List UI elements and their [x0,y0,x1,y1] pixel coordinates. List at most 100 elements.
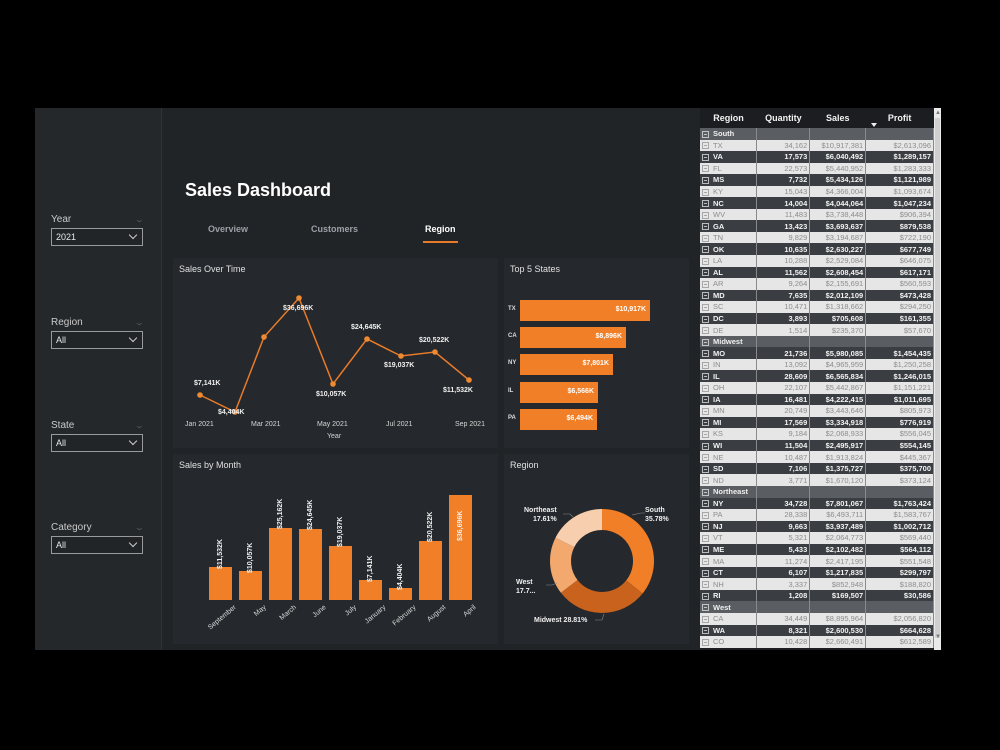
table-row[interactable]: GA 13,423 $3,693,637 $879,538 [700,220,934,232]
bar[interactable]: $7,801K [520,354,613,375]
expand-icon[interactable] [702,269,709,277]
expand-icon[interactable] [702,558,709,566]
table-row[interactable]: CO 10,428 $2,660,491 $612,589 [700,636,934,648]
table-row[interactable]: AL 11,562 $2,608,454 $617,171 [700,266,934,279]
bar[interactable]: $8,896K [520,327,626,348]
expand-icon[interactable] [702,361,709,369]
table-row[interactable]: SC 10,471 $1,318,662 $294,250 [700,301,934,313]
expand-icon[interactable] [702,581,709,589]
collapse-icon[interactable] [702,488,709,496]
table-row[interactable]: ND 3,771 $1,670,120 $373,124 [700,474,934,486]
table-row[interactable]: IL 28,609 $6,565,834 $1,246,015 [700,370,934,383]
table-row[interactable]: WA 8,321 $2,600,530 $664,628 [700,624,934,637]
table-row[interactable]: CA 34,449 $8,895,964 $2,056,820 [700,612,934,625]
collapse-chevron-icon[interactable]: ⌄ [134,317,146,327]
group-cell[interactable]: Midwest [700,335,758,348]
expand-icon[interactable] [702,303,709,311]
bar[interactable] [329,546,352,600]
category-dropdown[interactable]: All [51,536,143,554]
expand-icon[interactable] [702,188,709,196]
bar[interactable] [269,528,292,600]
table-row[interactable]: WV 11,483 $3,738,448 $906,394 [700,208,934,221]
expand-icon[interactable] [702,396,709,404]
table-row[interactable]: KS 9,184 $2,068,933 $556,045 [700,428,934,440]
expand-icon[interactable] [702,350,709,358]
expand-icon[interactable] [702,200,709,208]
expand-icon[interactable] [702,569,709,577]
expand-icon[interactable] [702,246,709,254]
region-dropdown[interactable]: All [51,331,143,349]
expand-icon[interactable] [702,477,709,485]
table-row[interactable]: MA 11,274 $2,417,195 $551,548 [700,555,934,567]
column-header-sales[interactable]: Sales [809,108,866,128]
table-row[interactable]: NJ 9,663 $3,937,489 $1,002,712 [700,520,934,533]
table-row[interactable]: FL 22,573 $5,440,952 $1,283,333 [700,162,934,175]
expand-icon[interactable] [702,627,709,635]
expand-icon[interactable] [702,384,709,392]
table-row[interactable]: LA 10,288 $2,529,084 $646,075 [700,255,934,267]
collapse-chevron-icon[interactable]: ⌄ [134,522,146,532]
group-cell[interactable]: South [700,128,758,140]
expand-icon[interactable] [702,327,709,335]
expand-icon[interactable] [702,615,709,623]
expand-icon[interactable] [702,511,709,519]
expand-icon[interactable] [702,373,709,381]
table-row[interactable]: NH 3,337 $852,948 $188,820 [700,578,934,590]
expand-icon[interactable] [702,223,709,231]
expand-icon[interactable] [702,442,709,450]
table-row[interactable]: ME 5,433 $2,102,482 $564,112 [700,543,934,556]
table-row[interactable]: NE 10,487 $1,913,824 $445,367 [700,451,934,463]
expand-icon[interactable] [702,465,709,473]
expand-icon[interactable] [702,315,709,323]
expand-icon[interactable] [702,234,709,242]
tab-customers[interactable]: Customers [311,224,359,234]
table-row[interactable]: OH 22,107 $5,442,867 $1,151,221 [700,382,934,394]
expand-icon[interactable] [702,431,709,438]
expand-icon[interactable] [702,257,709,265]
table-row[interactable]: CT 6,107 $1,217,835 $299,797 [700,566,934,579]
group-cell[interactable]: West [700,601,758,613]
scroll-up-icon[interactable]: ▲ [935,110,941,116]
scroll-down-icon[interactable]: ▼ [935,634,941,640]
table-row[interactable]: VT 5,321 $2,064,773 $569,440 [700,532,934,544]
group-cell[interactable]: Northeast [700,485,758,498]
bar[interactable] [419,541,442,600]
table-row[interactable]: TN 9,829 $3,194,687 $722,190 [700,231,934,244]
year-dropdown[interactable]: 2021 [51,228,143,246]
table-row[interactable]: IA 16,481 $4,222,415 $1,011,695 [700,393,934,406]
collapse-icon[interactable] [702,604,709,612]
tab-region[interactable]: Region [423,224,457,243]
expand-icon[interactable] [702,142,709,150]
expand-icon[interactable] [702,523,709,531]
expand-icon[interactable] [702,546,709,554]
table-row[interactable]: DC 3,893 $705,608 $161,355 [700,312,934,325]
column-header-profit[interactable]: Profit [865,108,934,128]
table-row[interactable]: VA 17,573 $6,040,492 $1,289,157 [700,151,934,163]
table-row[interactable]: PA 28,338 $6,493,711 $1,583,767 [700,509,934,521]
expand-icon[interactable] [702,638,709,646]
state-dropdown[interactable]: All [51,434,143,452]
donut-chart[interactable] [504,454,689,644]
table-row[interactable]: MS 7,732 $5,434,126 $1,121,989 [700,174,934,186]
expand-icon[interactable] [702,165,709,173]
table-row[interactable]: RI 1,208 $169,507 $30,586 [700,589,934,602]
bar[interactable] [359,580,382,600]
collapse-icon[interactable] [702,130,709,138]
tab-overview[interactable]: Overview [208,224,249,234]
vertical-scrollbar[interactable]: ▲ ▼ [934,108,941,650]
bar[interactable]: $10,917K [520,300,650,321]
column-header-region[interactable]: Region [700,108,757,128]
bar[interactable] [239,571,262,600]
table-row[interactable]: MN 20,749 $3,443,646 $805,973 [700,405,934,417]
table-row[interactable]: TX 34,162 $10,917,381 $2,613,096 [700,139,934,152]
collapse-icon[interactable] [702,338,709,346]
bar[interactable] [449,495,472,600]
expand-icon[interactable] [702,592,709,600]
table-row[interactable]: SD 7,106 $1,375,727 $375,700 [700,462,934,475]
collapse-chevron-icon[interactable]: ⌄ [134,420,146,430]
bar[interactable] [299,529,322,600]
expand-icon[interactable] [702,153,709,161]
table-row[interactable]: WI 11,504 $2,495,917 $554,145 [700,439,934,452]
table-row[interactable]: MI 17,569 $3,334,918 $776,919 [700,416,934,429]
expand-icon[interactable] [702,280,709,288]
